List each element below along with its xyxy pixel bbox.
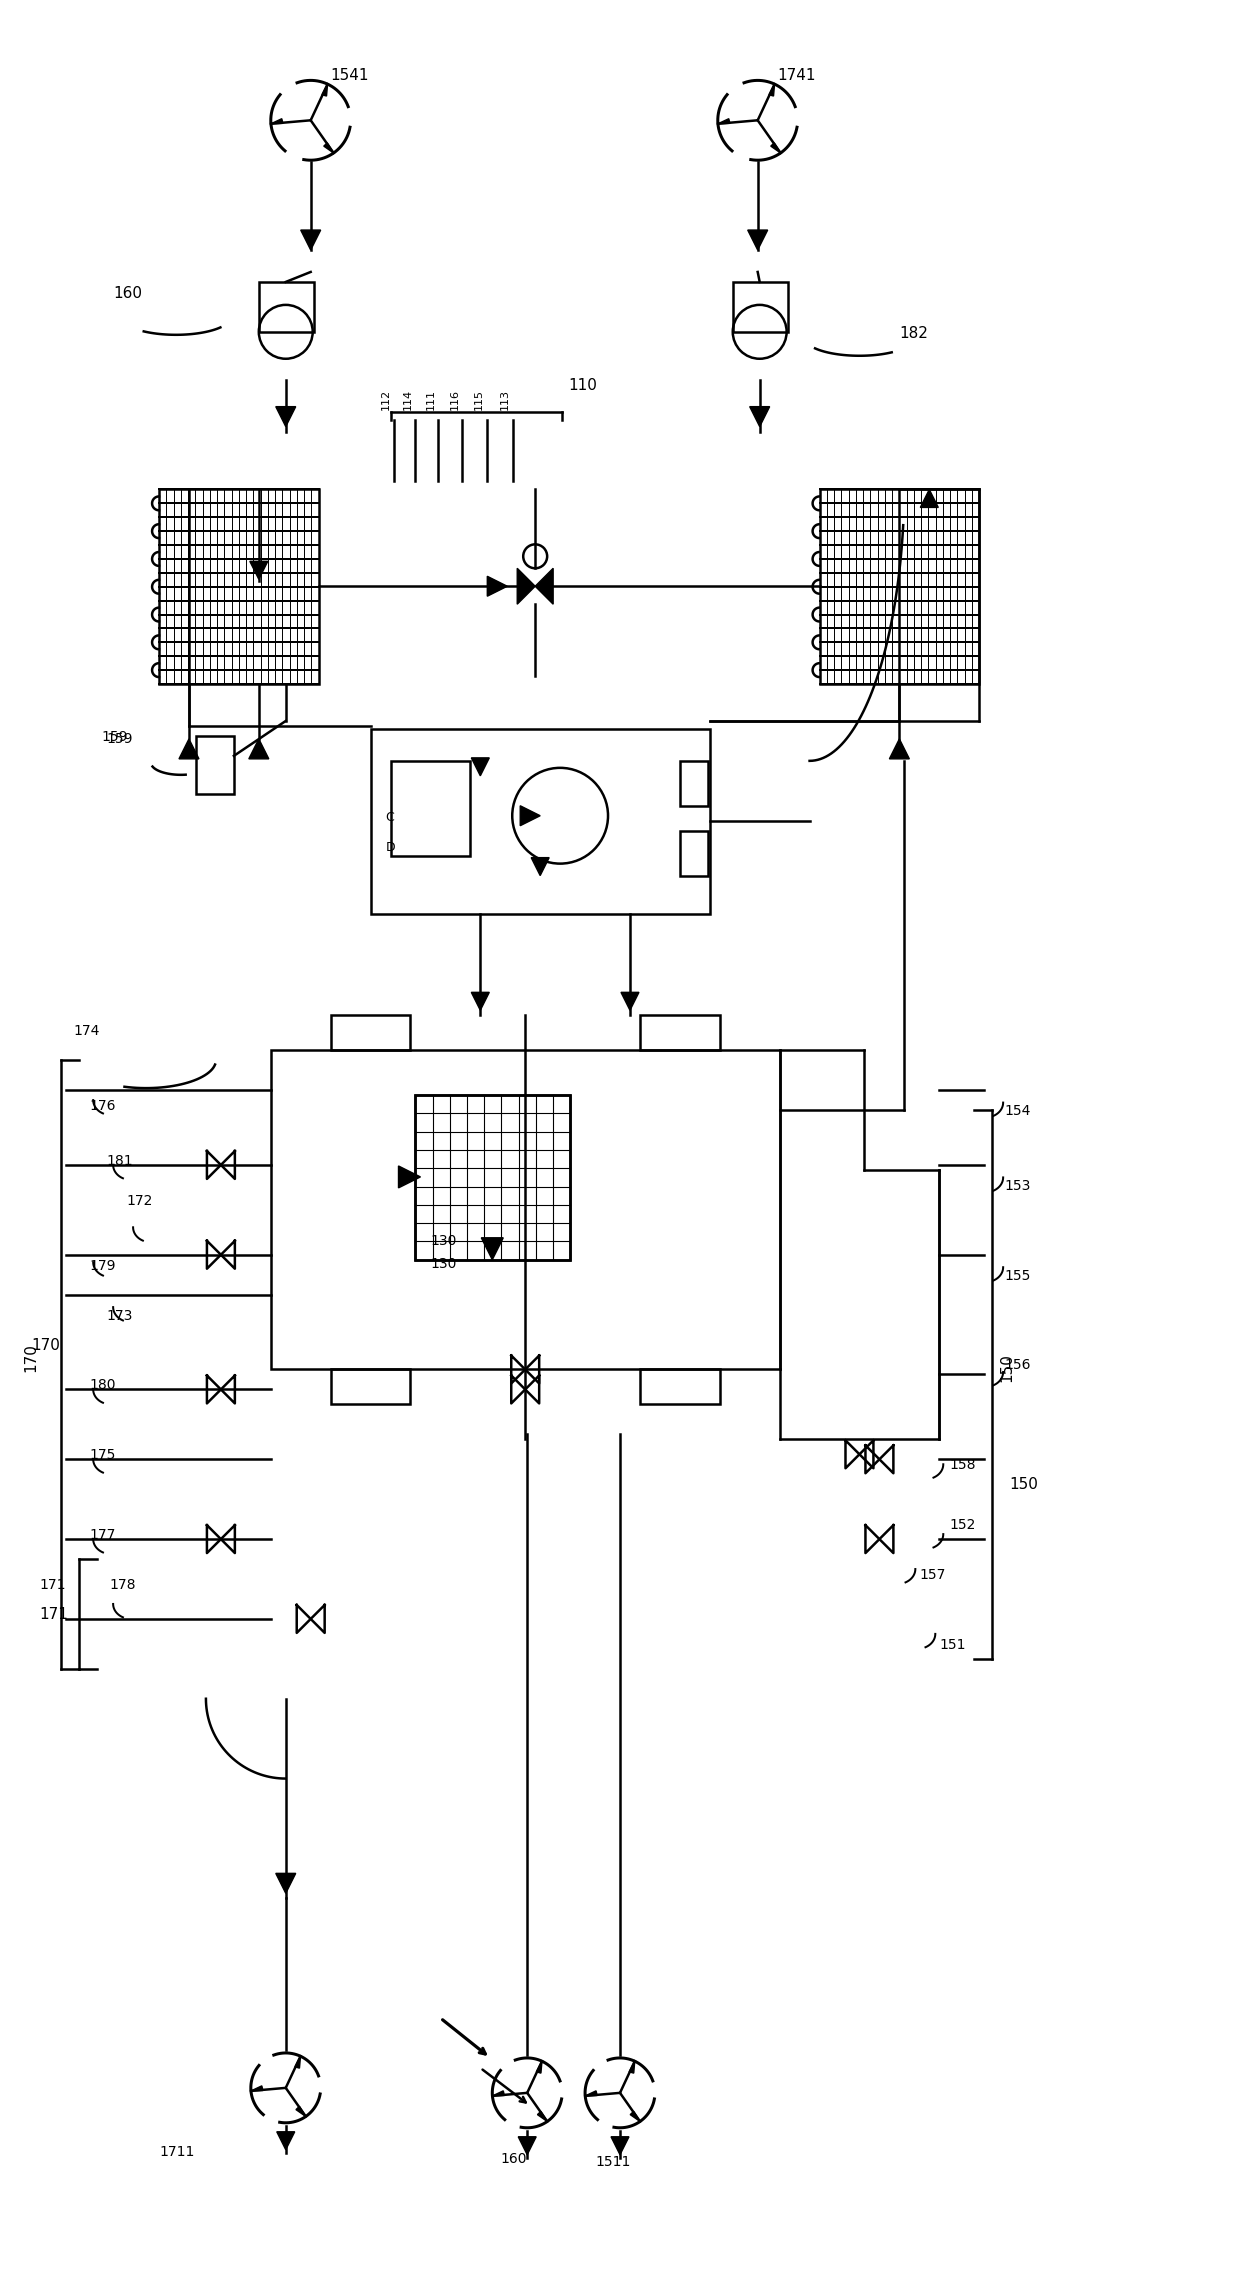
Polygon shape xyxy=(531,858,549,877)
Polygon shape xyxy=(249,740,269,758)
Polygon shape xyxy=(521,806,541,826)
Text: 1511: 1511 xyxy=(595,2155,630,2169)
Bar xyxy=(331,1370,410,1404)
Polygon shape xyxy=(296,2107,306,2116)
Polygon shape xyxy=(889,740,909,758)
Text: 158: 158 xyxy=(950,1459,976,1473)
Bar xyxy=(640,1016,719,1050)
Polygon shape xyxy=(536,568,553,605)
Bar xyxy=(640,1370,719,1404)
Bar xyxy=(196,735,234,794)
Polygon shape xyxy=(179,740,198,758)
Bar xyxy=(371,728,709,913)
Text: 181: 181 xyxy=(107,1153,133,1169)
Polygon shape xyxy=(920,489,939,507)
Bar xyxy=(159,489,319,685)
Polygon shape xyxy=(250,2087,263,2091)
Polygon shape xyxy=(537,2112,547,2121)
Text: D: D xyxy=(386,840,396,854)
Polygon shape xyxy=(585,2091,598,2096)
Polygon shape xyxy=(518,2137,536,2155)
Bar xyxy=(733,281,787,331)
Text: 130: 130 xyxy=(430,1256,456,1272)
Polygon shape xyxy=(471,758,490,776)
Text: 172: 172 xyxy=(126,1194,153,1208)
Text: 1541: 1541 xyxy=(331,68,370,84)
Text: 180: 180 xyxy=(89,1379,115,1393)
Polygon shape xyxy=(301,231,321,251)
Text: 176: 176 xyxy=(89,1098,115,1114)
Polygon shape xyxy=(750,406,770,427)
Text: C: C xyxy=(386,810,394,824)
Polygon shape xyxy=(471,993,490,1011)
Text: 160: 160 xyxy=(113,285,143,301)
Polygon shape xyxy=(537,2062,542,2073)
Polygon shape xyxy=(492,2091,505,2096)
Bar xyxy=(391,760,470,856)
Text: 114: 114 xyxy=(403,388,413,409)
Text: 177: 177 xyxy=(89,1527,115,1541)
Text: 110: 110 xyxy=(568,377,596,393)
Polygon shape xyxy=(270,119,283,123)
Bar xyxy=(259,281,314,331)
Bar xyxy=(331,1016,410,1050)
Text: 1711: 1711 xyxy=(159,2144,195,2160)
Text: 159: 159 xyxy=(102,731,128,744)
Bar xyxy=(680,760,708,806)
Text: 178: 178 xyxy=(109,1578,135,1591)
Text: 130: 130 xyxy=(430,1233,456,1249)
Text: 1741: 1741 xyxy=(777,68,816,84)
Text: 150: 150 xyxy=(999,1354,1014,1383)
Polygon shape xyxy=(630,2112,640,2121)
Polygon shape xyxy=(277,2132,295,2151)
Polygon shape xyxy=(295,2057,300,2068)
Text: 113: 113 xyxy=(500,388,510,409)
Polygon shape xyxy=(275,1874,295,1893)
Text: 171: 171 xyxy=(40,1607,68,1621)
Text: 155: 155 xyxy=(1004,1269,1030,1283)
Polygon shape xyxy=(748,231,768,251)
Text: 160: 160 xyxy=(500,2151,527,2167)
Polygon shape xyxy=(611,2137,629,2155)
Polygon shape xyxy=(771,144,781,153)
Text: 171: 171 xyxy=(40,1578,66,1591)
Bar xyxy=(415,1096,570,1260)
Text: 182: 182 xyxy=(899,326,929,340)
Text: 115: 115 xyxy=(475,388,485,409)
Polygon shape xyxy=(275,406,295,427)
Polygon shape xyxy=(324,144,334,153)
Polygon shape xyxy=(398,1167,420,1187)
Bar xyxy=(820,489,980,685)
Text: 170: 170 xyxy=(24,1345,38,1372)
Text: 175: 175 xyxy=(89,1447,115,1463)
Text: 111: 111 xyxy=(425,388,435,409)
Bar xyxy=(270,1050,780,1370)
Text: 152: 152 xyxy=(950,1518,976,1532)
Text: 170: 170 xyxy=(31,1338,61,1352)
Polygon shape xyxy=(621,993,639,1011)
Polygon shape xyxy=(718,119,730,123)
Text: 174: 174 xyxy=(73,1025,99,1039)
Bar xyxy=(415,1096,570,1260)
Bar xyxy=(680,831,708,877)
Polygon shape xyxy=(487,575,507,596)
Text: 159: 159 xyxy=(107,733,133,747)
Text: 154: 154 xyxy=(1004,1105,1030,1119)
Polygon shape xyxy=(249,562,268,580)
Text: 156: 156 xyxy=(1004,1358,1030,1372)
Text: 112: 112 xyxy=(381,388,391,409)
Text: 157: 157 xyxy=(919,1568,946,1582)
Text: 116: 116 xyxy=(449,388,459,409)
Text: 179: 179 xyxy=(89,1258,115,1272)
Text: 150: 150 xyxy=(1009,1477,1038,1493)
Text: 173: 173 xyxy=(107,1308,133,1322)
Polygon shape xyxy=(481,1237,503,1260)
Polygon shape xyxy=(769,84,775,96)
Polygon shape xyxy=(517,568,536,605)
Polygon shape xyxy=(322,84,327,96)
Text: 151: 151 xyxy=(939,1637,966,1653)
Text: 153: 153 xyxy=(1004,1178,1030,1194)
Polygon shape xyxy=(629,2062,635,2073)
